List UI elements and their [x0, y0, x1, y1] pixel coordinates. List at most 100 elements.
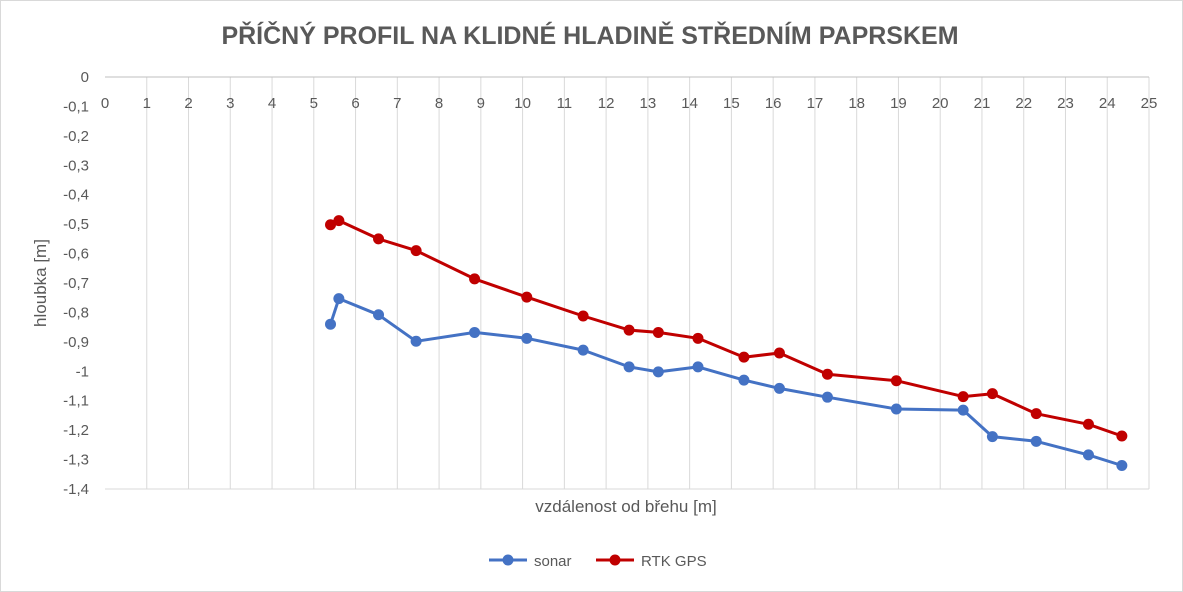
x-tick-label: 18 [848, 95, 865, 112]
data-point-sonar [623, 361, 635, 373]
y-tick-label: -1,1 [63, 393, 89, 410]
data-point-rtk-gps [333, 215, 345, 227]
y-tick-labels: 0 -0,1 -0,2 -0,3 -0,4 -0,5 -0,6 -0,7 -0,8 -0,9 -1 -… [63, 69, 89, 498]
data-point-sonar [692, 361, 704, 373]
data-point-sonar [986, 431, 998, 443]
data-point-sonar [469, 326, 481, 338]
x-tick-label: 1 [143, 95, 151, 112]
legend-marker-rtk-gps [609, 554, 621, 566]
data-point-sonar [821, 391, 833, 403]
x-tick-labels: 0 1 2 3 4 5 6 7 8 9 10 11 12 13 14 15 16 17 18 19 20 21 22 23 24… [101, 95, 1158, 112]
x-tick-label: 3 [226, 95, 234, 112]
x-tick-label: 19 [890, 95, 907, 112]
data-point-sonar [521, 332, 533, 344]
x-tick-label: 25 [1141, 95, 1158, 112]
data-point-rtk-gps [1116, 430, 1128, 442]
axis-layer [105, 76, 1149, 490]
x-tick-label: 15 [723, 95, 740, 112]
legend-label-rtk-gps: RTK GPS [641, 553, 707, 570]
chart-title: PŘÍČNÝ PROFIL NA KLIDNÉ HLADINĚ STŘEDNÍM… [221, 20, 958, 50]
series-line-rtk-gps [329, 219, 1124, 438]
series-layer [325, 215, 1128, 471]
x-tick-label: 24 [1099, 95, 1116, 112]
x-tick-label: 23 [1057, 95, 1074, 112]
data-point-sonar [1116, 459, 1128, 471]
data-point-rtk-gps [773, 347, 785, 359]
data-point-rtk-gps [1082, 418, 1094, 430]
data-point-sonar [1082, 449, 1094, 461]
y-tick-label: -1,3 [63, 452, 89, 469]
y-tick-label: 0 [81, 69, 89, 86]
x-tick-label: 4 [268, 95, 276, 112]
data-point-rtk-gps [986, 388, 998, 400]
data-point-rtk-gps [1030, 408, 1042, 420]
x-tick-label: 2 [184, 95, 192, 112]
x-axis-title: vzdálenost od břehu [m] [535, 497, 716, 516]
x-tick-label: 10 [514, 95, 531, 112]
data-point-sonar [577, 344, 589, 356]
data-point-rtk-gps [957, 391, 969, 403]
x-tick-label: 7 [393, 95, 401, 112]
y-tick-label: -0,2 [63, 128, 89, 145]
y-tick-label: -1,4 [63, 481, 89, 498]
y-tick-label: -0,1 [63, 98, 89, 115]
x-tick-label: 8 [435, 95, 443, 112]
legend-item-sonar: sonar [489, 553, 572, 570]
data-point-rtk-gps [890, 375, 902, 387]
x-tick-label: 9 [477, 95, 485, 112]
data-point-sonar [957, 404, 969, 416]
x-tick-label: 13 [640, 95, 657, 112]
data-point-sonar [773, 382, 785, 394]
y-tick-label: -1,2 [63, 422, 89, 439]
x-tick-label: 12 [598, 95, 615, 112]
x-tick-label: 5 [310, 95, 318, 112]
x-tick-label: 11 [557, 95, 573, 112]
data-point-sonar [333, 293, 345, 305]
x-tick-label: 21 [974, 95, 991, 112]
data-point-sonar [652, 366, 664, 378]
y-tick-label: -0,6 [63, 246, 89, 263]
series-rtk-gps [325, 215, 1128, 442]
data-point-rtk-gps [577, 310, 589, 322]
data-point-rtk-gps [521, 291, 533, 303]
data-point-sonar [738, 374, 750, 386]
data-point-rtk-gps [469, 273, 481, 285]
series-sonar [325, 293, 1128, 471]
y-tick-label: -0,3 [63, 157, 89, 174]
data-point-sonar [325, 318, 337, 330]
grid-layer [146, 77, 1150, 489]
x-tick-label: 6 [351, 95, 359, 112]
x-tick-label: 17 [807, 95, 824, 112]
data-point-sonar [890, 403, 902, 415]
data-point-sonar [373, 309, 385, 321]
y-tick-label: -0,5 [63, 216, 89, 233]
data-point-rtk-gps [373, 233, 385, 245]
legend-item-rtk-gps: RTK GPS [596, 553, 707, 570]
y-tick-label: -0,8 [63, 304, 89, 321]
data-point-rtk-gps [821, 368, 833, 380]
y-tick-label: -0,9 [63, 334, 89, 351]
legend: sonar RTK GPS [489, 553, 707, 570]
legend-label-sonar: sonar [534, 553, 572, 570]
x-tick-label: 16 [765, 95, 782, 112]
x-tick-label: 20 [932, 95, 949, 112]
data-point-rtk-gps [623, 324, 635, 336]
data-point-sonar [410, 335, 422, 347]
x-tick-label: 14 [681, 95, 698, 112]
y-tick-label: -1 [76, 363, 89, 380]
y-tick-label: -0,7 [63, 275, 89, 292]
y-tick-label: -0,4 [63, 187, 89, 204]
legend-marker-sonar [502, 554, 514, 566]
data-point-rtk-gps [410, 245, 422, 257]
series-line-sonar [329, 297, 1124, 467]
x-tick-label: 22 [1015, 95, 1032, 112]
y-axis-title: hloubka [m] [31, 239, 50, 327]
data-point-rtk-gps [738, 351, 750, 363]
data-point-sonar [1030, 435, 1042, 447]
x-tick-label: 0 [101, 95, 109, 112]
data-point-rtk-gps [325, 219, 337, 231]
data-point-rtk-gps [692, 332, 704, 344]
data-point-rtk-gps [652, 326, 664, 338]
